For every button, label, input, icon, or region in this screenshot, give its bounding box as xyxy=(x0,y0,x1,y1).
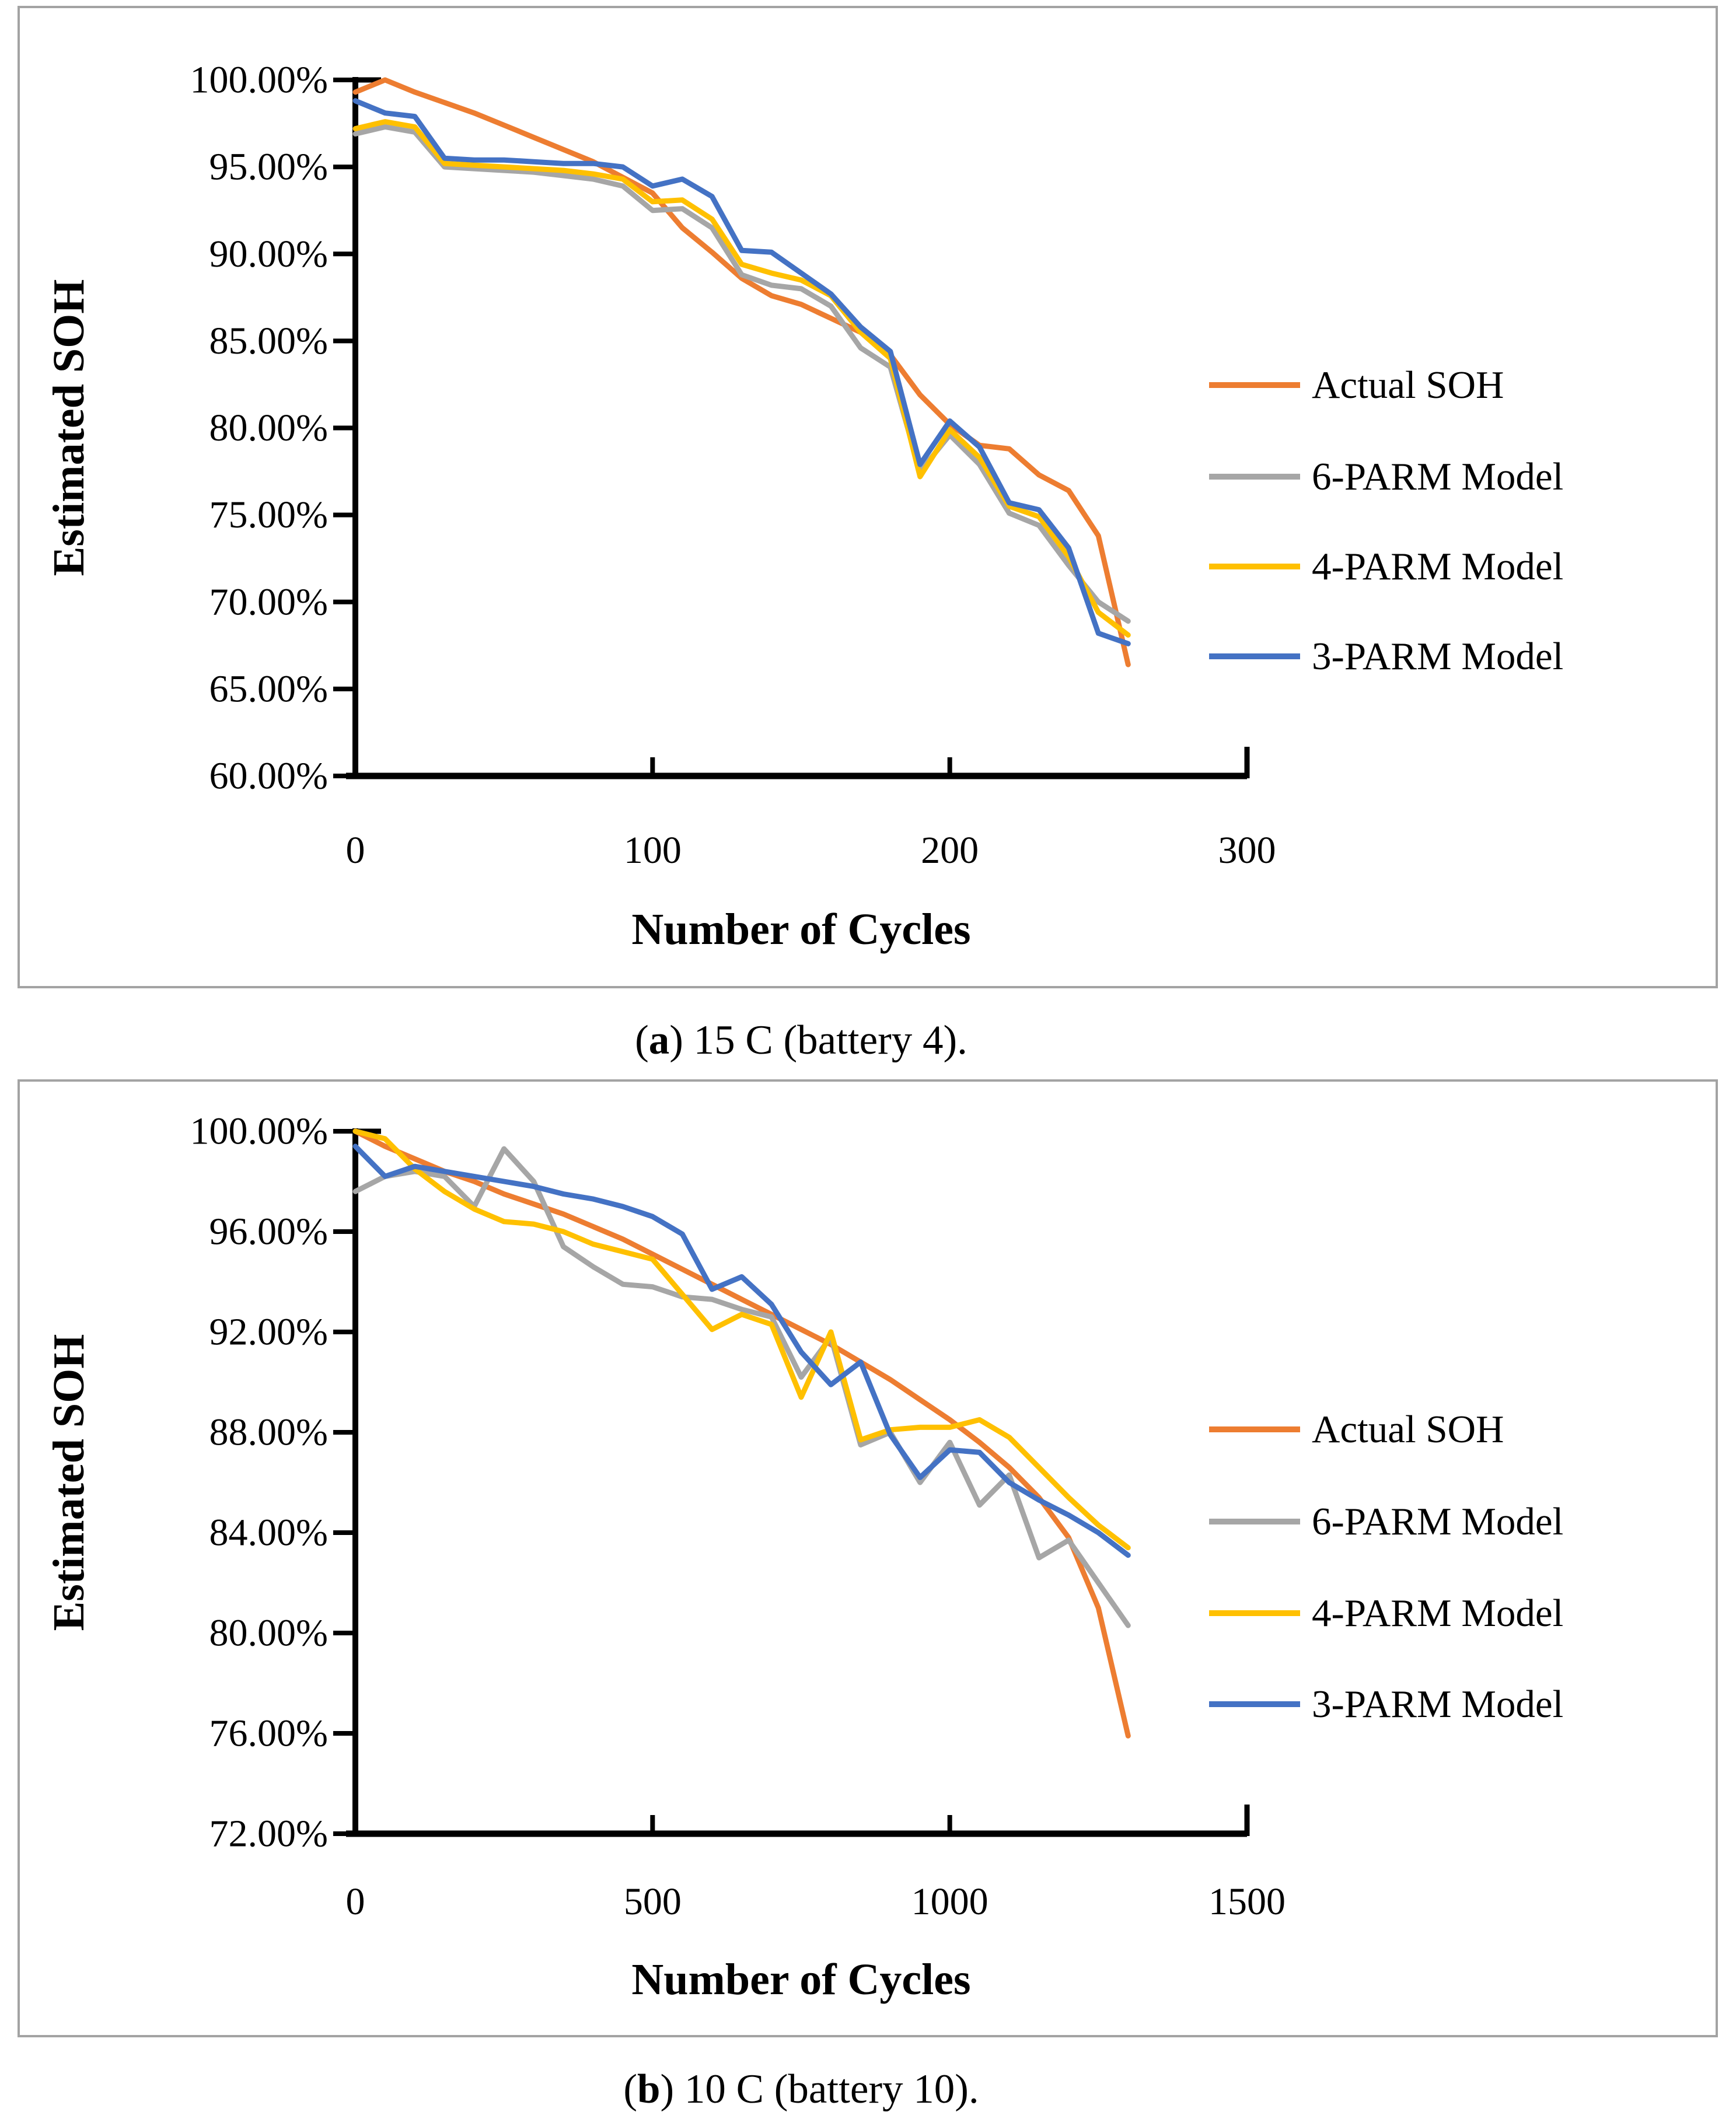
chart-a-x-tick-label: 0 xyxy=(346,829,365,872)
chart-a-series-line-4-parm-model xyxy=(352,119,1131,638)
chart-a-y-tick-label: 80.00% xyxy=(209,407,328,449)
chart-b-x-tick-label: 0 xyxy=(346,1880,365,1923)
chart-a-y-axis-title: Estimated SOH xyxy=(44,279,93,576)
chart-a-y-tick-label: 60.00% xyxy=(209,755,328,798)
caption-a: (a) 15 C (battery 4). xyxy=(635,1017,967,1063)
chart-b-y-tick-label: 96.00% xyxy=(209,1211,328,1253)
chart-a-y-tick-label: 85.00% xyxy=(209,320,328,362)
chart-b-y-tick-label: 84.00% xyxy=(209,1512,328,1554)
chart-b-y-tick-label: 88.00% xyxy=(209,1411,328,1454)
chart-a-legend-label: 3-PARM Model xyxy=(1312,635,1563,678)
chart-a-x-tick-label: 300 xyxy=(1218,829,1276,872)
chart-b-y-tick-label: 76.00% xyxy=(209,1712,328,1755)
chart-a-series-line-6-parm-model xyxy=(352,124,1131,624)
chart-b-x-tick-label: 1500 xyxy=(1208,1880,1286,1923)
chart-b-series-line-6-parm-model xyxy=(352,1146,1131,1628)
chart-b-y-tick-label: 100.00% xyxy=(190,1110,328,1153)
chart-b-y-tick-label: 72.00% xyxy=(209,1813,328,1855)
chart-a-x-axis-title: Number of Cycles xyxy=(631,905,970,954)
chart-b-legend-label: 4-PARM Model xyxy=(1312,1592,1563,1635)
chart-b-series-line-3-parm-model xyxy=(352,1144,1131,1558)
chart-b-legend-label: Actual SOH xyxy=(1312,1408,1504,1451)
chart-b-y-axis-title: Estimated SOH xyxy=(44,1334,93,1631)
chart-b: 100.00% 96.00% 92.00% 88.00% 84.00% 80.00% 76.… xyxy=(18,1079,1718,2037)
chart-a-y-tick-label: 95.00% xyxy=(209,146,328,188)
chart-a-x-tick-label: 100 xyxy=(624,829,682,872)
chart-a-series-line-3-parm-model xyxy=(352,98,1131,646)
chart-b-y-tick-label: 80.00% xyxy=(209,1612,328,1655)
chart-a-y-tick-label: 75.00% xyxy=(209,494,328,536)
chart-b-series-line-4-parm-model xyxy=(352,1128,1131,1551)
chart-b-legend-label: 6-PARM Model xyxy=(1312,1500,1563,1543)
chart-b-border xyxy=(18,1079,1718,2037)
chart-a-y-tick-label: 70.00% xyxy=(209,581,328,623)
chart-b-series-line-actual-soh xyxy=(352,1128,1131,1739)
chart-a-legend-label: 4-PARM Model xyxy=(1312,545,1563,588)
chart-a-legend-label: Actual SOH xyxy=(1312,363,1504,407)
chart-a-y-tick-label: 90.00% xyxy=(209,233,328,275)
chart-a-legend-label: 6-PARM Model xyxy=(1312,455,1563,498)
chart-a-x-tick-label: 200 xyxy=(921,829,979,872)
chart-b-legend-label: 3-PARM Model xyxy=(1312,1683,1563,1726)
chart-b-y-tick-label: 92.00% xyxy=(209,1311,328,1354)
chart-b-x-tick-label: 1000 xyxy=(911,1880,988,1923)
chart-b-x-axis-title: Number of Cycles xyxy=(631,1955,970,2004)
chart-a-border xyxy=(18,6,1718,988)
chart-b-x-tick-label: 500 xyxy=(624,1880,682,1923)
caption-b: (b) 10 C (battery 10). xyxy=(623,2066,979,2112)
chart-a-y-tick-label: 65.00% xyxy=(209,667,328,710)
chart-a-y-tick-label: 100.00% xyxy=(190,59,328,102)
chart-a-series-line-actual-soh xyxy=(352,77,1131,667)
chart-a: 100.00% 95.00% 90.00% 85.00% 80.00% 75.00% 70.… xyxy=(18,6,1718,988)
